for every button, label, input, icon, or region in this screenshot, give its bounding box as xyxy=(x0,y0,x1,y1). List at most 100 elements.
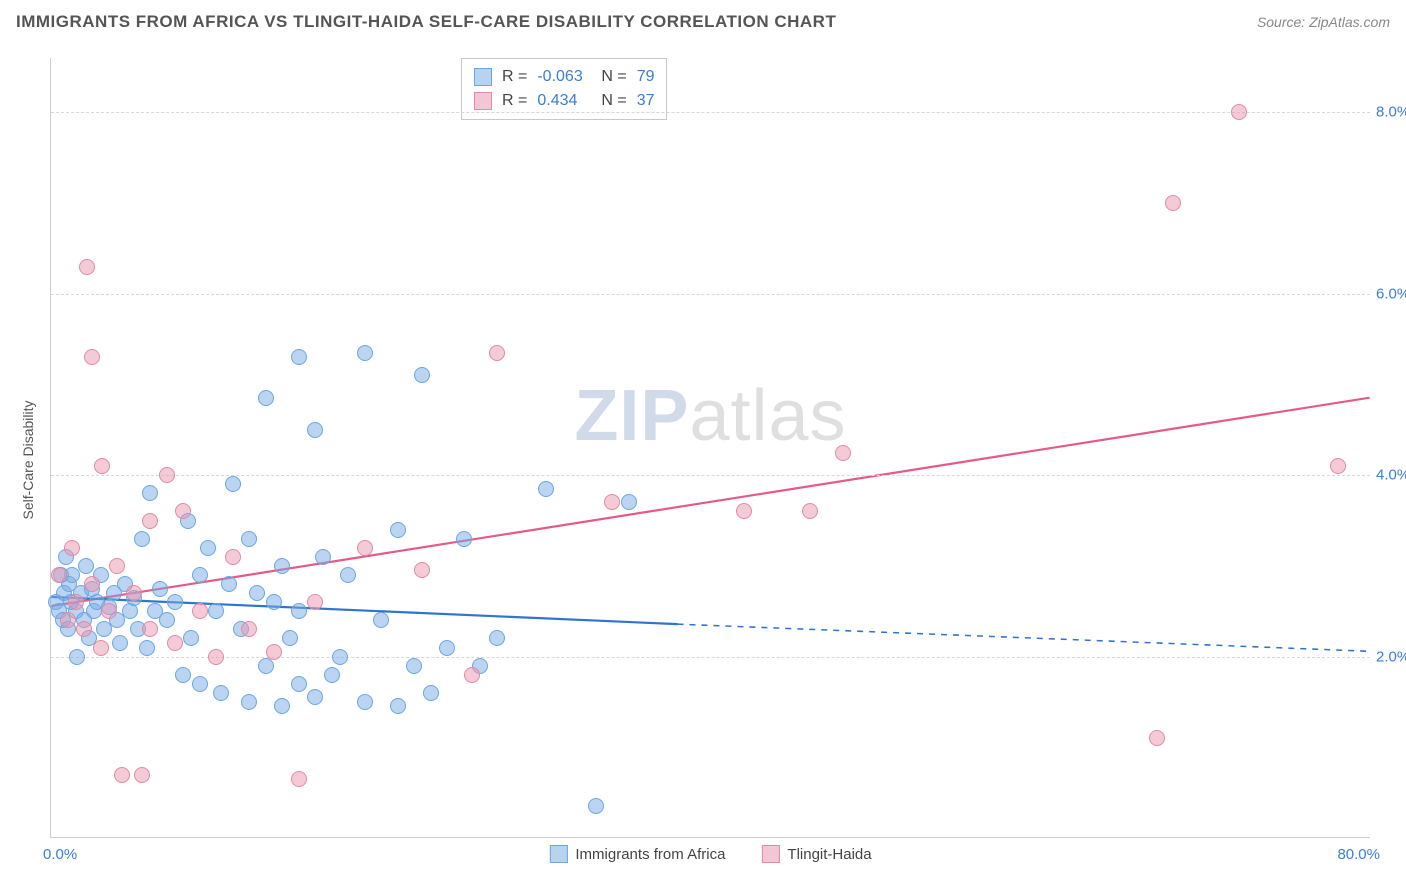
data-point-africa xyxy=(200,540,216,556)
data-point-africa xyxy=(373,612,389,628)
watermark: ZIPatlas xyxy=(574,375,846,457)
data-point-tlingit xyxy=(489,345,505,361)
data-point-africa xyxy=(324,667,340,683)
data-point-tlingit xyxy=(604,494,620,510)
data-point-africa xyxy=(315,549,331,565)
data-point-tlingit xyxy=(60,612,76,628)
xtick-min: 0.0% xyxy=(43,846,77,863)
data-point-africa xyxy=(307,689,323,705)
data-point-africa xyxy=(183,630,199,646)
data-point-tlingit xyxy=(414,562,430,578)
data-point-africa xyxy=(357,345,373,361)
data-point-africa xyxy=(489,630,505,646)
data-point-tlingit xyxy=(1165,195,1181,211)
legend-swatch-tlingit xyxy=(761,845,779,863)
data-point-tlingit xyxy=(109,558,125,574)
data-point-africa xyxy=(282,630,298,646)
data-point-africa xyxy=(588,798,604,814)
data-point-tlingit xyxy=(64,540,80,556)
data-point-tlingit xyxy=(225,549,241,565)
data-point-africa xyxy=(159,612,175,628)
data-point-africa xyxy=(291,349,307,365)
xtick-max: 80.0% xyxy=(1337,846,1380,863)
watermark-zip: ZIP xyxy=(574,376,689,456)
data-point-africa xyxy=(78,558,94,574)
data-point-tlingit xyxy=(266,644,282,660)
data-point-tlingit xyxy=(802,503,818,519)
ytick-label: 6.0% xyxy=(1376,285,1406,302)
data-point-tlingit xyxy=(93,640,109,656)
data-point-tlingit xyxy=(76,621,92,637)
data-point-tlingit xyxy=(79,259,95,275)
n-value-0: 79 xyxy=(637,65,655,89)
data-point-africa xyxy=(122,603,138,619)
data-point-africa xyxy=(414,367,430,383)
data-point-tlingit xyxy=(159,467,175,483)
swatch-africa xyxy=(474,68,492,86)
data-point-tlingit xyxy=(835,445,851,461)
ytick-label: 2.0% xyxy=(1376,648,1406,665)
legend-label-tlingit: Tlingit-Haida xyxy=(787,846,871,863)
legend-swatch-africa xyxy=(549,845,567,863)
data-point-tlingit xyxy=(101,603,117,619)
data-point-africa xyxy=(274,698,290,714)
data-point-tlingit xyxy=(1231,104,1247,120)
r-label-1: R = xyxy=(502,89,527,113)
data-point-tlingit xyxy=(291,771,307,787)
data-point-africa xyxy=(357,694,373,710)
data-point-tlingit xyxy=(167,635,183,651)
data-point-africa xyxy=(241,694,257,710)
data-point-africa xyxy=(225,476,241,492)
data-point-africa xyxy=(152,581,168,597)
y-axis-label: Self-Care Disability xyxy=(20,400,36,519)
data-point-tlingit xyxy=(1330,458,1346,474)
gridline xyxy=(51,294,1370,295)
data-point-tlingit xyxy=(84,576,100,592)
data-point-africa xyxy=(423,685,439,701)
data-point-africa xyxy=(538,481,554,497)
legend-item-tlingit: Tlingit-Haida xyxy=(761,845,871,863)
data-point-africa xyxy=(241,531,257,547)
data-point-tlingit xyxy=(68,594,84,610)
data-point-africa xyxy=(175,667,191,683)
data-point-africa xyxy=(340,567,356,583)
watermark-atlas: atlas xyxy=(689,376,846,456)
source-label: Source: xyxy=(1257,14,1305,30)
n-label-0: N = xyxy=(601,65,626,89)
data-point-africa xyxy=(258,658,274,674)
data-point-tlingit xyxy=(51,567,67,583)
swatch-tlingit xyxy=(474,92,492,110)
data-point-africa xyxy=(390,698,406,714)
corr-row-africa: R = -0.063 N = 79 xyxy=(474,65,654,89)
data-point-africa xyxy=(291,676,307,692)
data-point-africa xyxy=(332,649,348,665)
corr-row-tlingit: R = 0.434 N = 37 xyxy=(474,89,654,113)
legend-label-africa: Immigrants from Africa xyxy=(575,846,725,863)
trend-lines xyxy=(51,58,1370,837)
data-point-africa xyxy=(258,390,274,406)
legend-item-africa: Immigrants from Africa xyxy=(549,845,725,863)
data-point-africa xyxy=(142,485,158,501)
data-point-tlingit xyxy=(114,767,130,783)
data-point-africa xyxy=(390,522,406,538)
data-point-tlingit xyxy=(142,621,158,637)
n-label-1: N = xyxy=(601,89,626,113)
data-point-africa xyxy=(274,558,290,574)
data-point-tlingit xyxy=(208,649,224,665)
source-attribution: Source: ZipAtlas.com xyxy=(1257,14,1390,30)
correlation-legend: R = -0.063 N = 79 R = 0.434 N = 37 xyxy=(461,58,667,120)
source-name: ZipAtlas.com xyxy=(1309,14,1390,30)
data-point-tlingit xyxy=(736,503,752,519)
data-point-tlingit xyxy=(94,458,110,474)
gridline xyxy=(51,112,1370,113)
data-point-africa xyxy=(208,603,224,619)
chart-container: Self-Care Disability ZIPatlas R = -0.063… xyxy=(0,40,1406,880)
series-legend: Immigrants from Africa Tlingit-Haida xyxy=(549,845,871,863)
data-point-tlingit xyxy=(134,767,150,783)
data-point-tlingit xyxy=(241,621,257,637)
data-point-africa xyxy=(307,422,323,438)
r-value-1: 0.434 xyxy=(537,89,591,113)
page-header: IMMIGRANTS FROM AFRICA VS TLINGIT-HAIDA … xyxy=(0,0,1406,40)
data-point-africa xyxy=(134,531,150,547)
data-point-africa xyxy=(192,567,208,583)
